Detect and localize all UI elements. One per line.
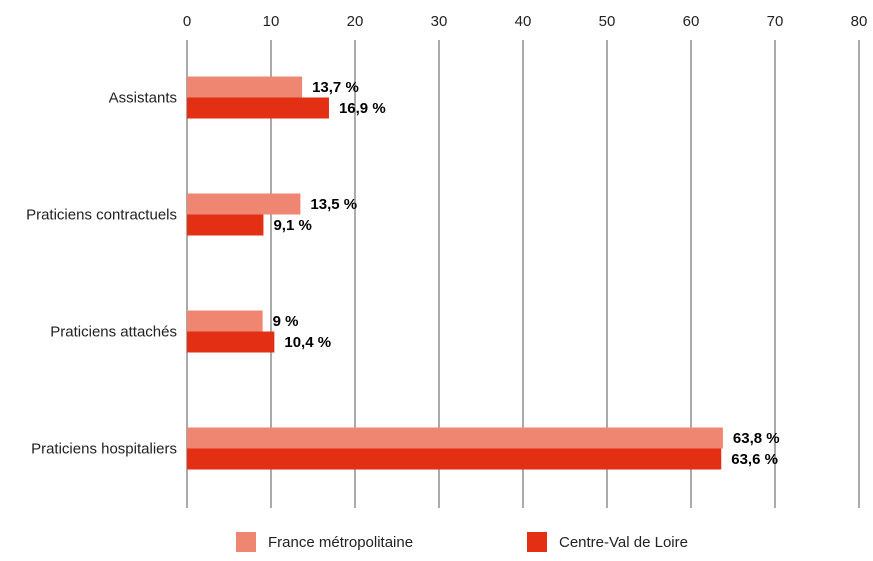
x-axis-ticks: 0 10 20 30 40 50 60 70 80 <box>183 13 868 30</box>
legend: France métropolitaine Centre-Val de Loire <box>236 532 688 552</box>
legend-swatch-centre-val-de-loire <box>527 532 547 552</box>
x-tick-label: 40 <box>515 13 532 30</box>
data-label-france-metropolitaine-praticiens-hospitaliers: 63,8 % <box>733 430 780 447</box>
data-label-centre-val-de-loire-praticiens-attaches: 10,4 % <box>284 334 331 351</box>
bars <box>187 76 723 470</box>
category-label-assistants: Assistants <box>109 90 177 107</box>
x-tick-label: 60 <box>683 13 700 30</box>
x-tick-label: 30 <box>431 13 448 30</box>
data-label-france-metropolitaine-praticiens-contractuels: 13,5 % <box>310 196 357 213</box>
bar-centre-val-de-loire-praticiens-attaches <box>187 331 275 353</box>
bar-centre-val-de-loire-praticiens-hospitaliers <box>187 448 722 470</box>
x-tick-label: 10 <box>263 13 280 30</box>
legend-swatch-france-metropolitaine <box>236 532 256 552</box>
legend-label-centre-val-de-loire: Centre-Val de Loire <box>559 534 688 551</box>
bar-france-metropolitaine-praticiens-attaches <box>187 310 263 332</box>
data-labels: 13,7 % 16,9 % 13,5 % 9,1 % 9 % 10,4 % 63,8 % 63… <box>273 79 780 468</box>
x-tick-label: 70 <box>767 13 784 30</box>
bar-centre-val-de-loire-praticiens-contractuels <box>187 214 264 236</box>
category-label-praticiens-contractuels: Praticiens contractuels <box>26 207 177 224</box>
data-label-france-metropolitaine-assistants: 13,7 % <box>312 79 359 96</box>
data-label-centre-val-de-loire-praticiens-contractuels: 9,1 % <box>273 217 311 234</box>
data-label-centre-val-de-loire-assistants: 16,9 % <box>339 100 386 117</box>
bar-france-metropolitaine-assistants <box>187 76 303 98</box>
x-tick-label: 50 <box>599 13 616 30</box>
bar-centre-val-de-loire-assistants <box>187 97 329 119</box>
x-tick-label: 80 <box>851 13 868 30</box>
category-label-praticiens-hospitaliers: Praticiens hospitaliers <box>31 441 177 458</box>
bar-france-metropolitaine-praticiens-contractuels <box>187 193 301 215</box>
x-tick-label: 20 <box>347 13 364 30</box>
legend-label-france-metropolitaine: France métropolitaine <box>268 534 413 551</box>
category-labels: Assistants Praticiens contractuels Pratici… <box>26 90 177 458</box>
data-label-france-metropolitaine-praticiens-attaches: 9 % <box>273 313 299 330</box>
x-tick-label: 0 <box>183 13 191 30</box>
category-label-praticiens-attaches: Praticiens attachés <box>50 324 177 341</box>
bar-france-metropolitaine-praticiens-hospitaliers <box>187 427 723 449</box>
data-label-centre-val-de-loire-praticiens-hospitaliers: 63,6 % <box>731 451 778 468</box>
